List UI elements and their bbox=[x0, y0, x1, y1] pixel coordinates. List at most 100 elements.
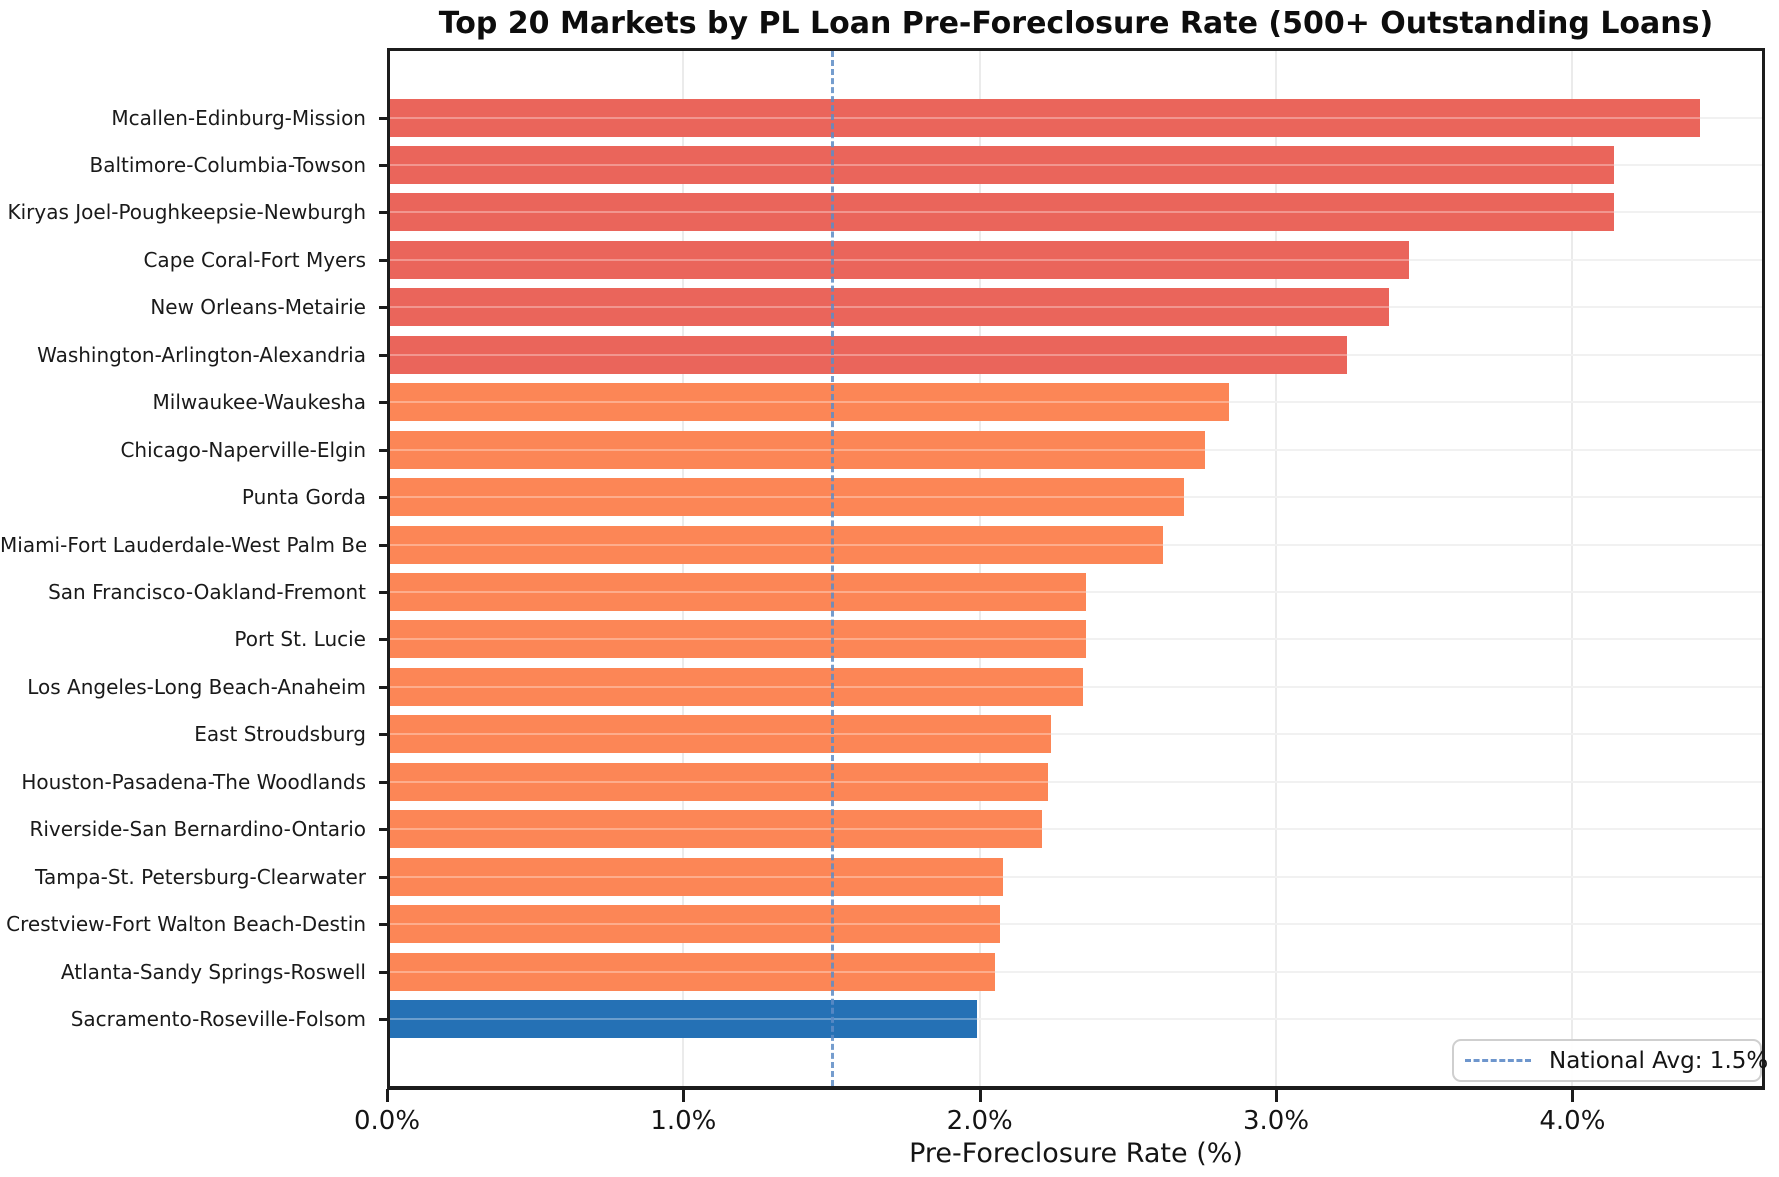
y-gridline-overlay bbox=[390, 211, 1762, 214]
x-gridline bbox=[1275, 51, 1278, 1086]
y-gridline-overlay bbox=[390, 116, 1762, 119]
y-axis-tick bbox=[379, 923, 387, 927]
y-axis-tick bbox=[379, 401, 387, 405]
y-axis-tick bbox=[379, 970, 387, 974]
y-axis-tick bbox=[379, 638, 387, 642]
bar bbox=[390, 288, 1389, 327]
x-gridline bbox=[682, 51, 685, 1086]
y-axis-label: Sacramento-Roseville-Folsom bbox=[70, 1007, 366, 1032]
legend-dashed-line-icon bbox=[1465, 1059, 1531, 1062]
y-axis-tick bbox=[379, 211, 387, 215]
x-axis-tick-label: 4.0% bbox=[1539, 1106, 1606, 1136]
y-gridline-overlay bbox=[390, 733, 1762, 736]
bar bbox=[390, 430, 1205, 469]
y-axis-tick bbox=[379, 780, 387, 784]
bar bbox=[390, 145, 1614, 184]
y-axis-label: Mcallen-Edinburg-Mission bbox=[111, 105, 366, 130]
y-gridline-overlay bbox=[390, 448, 1762, 451]
y-gridline-overlay bbox=[390, 258, 1762, 261]
bar bbox=[390, 620, 1087, 659]
bar bbox=[390, 810, 1042, 849]
y-gridline-overlay bbox=[390, 685, 1762, 688]
bar bbox=[390, 98, 1700, 137]
bar bbox=[390, 525, 1164, 564]
y-gridline-overlay bbox=[390, 828, 1762, 831]
y-axis-tick bbox=[379, 448, 387, 452]
y-gridline-overlay bbox=[390, 543, 1762, 546]
y-gridline-overlay bbox=[390, 353, 1762, 356]
y-axis-label: Washington-Arlington-Alexandria bbox=[37, 342, 366, 367]
y-axis-tick bbox=[379, 496, 387, 500]
x-gridline bbox=[1571, 51, 1574, 1086]
y-axis-tick bbox=[379, 828, 387, 832]
y-axis-label: Milwaukee-Waukesha bbox=[152, 390, 367, 415]
y-axis-label: Baltimore-Columbia-Towson bbox=[89, 152, 366, 177]
y-gridline-overlay bbox=[390, 591, 1762, 593]
y-axis-label: Punta Gorda bbox=[241, 485, 366, 510]
y-axis-label: Miami-Fort Lauderdale-West Palm Bea bbox=[0, 532, 366, 557]
bar bbox=[390, 240, 1410, 279]
y-axis-tick bbox=[379, 733, 387, 737]
y-axis-tick bbox=[379, 875, 387, 879]
x-axis-tick bbox=[386, 1089, 389, 1102]
y-axis-label: Atlanta-Sandy Springs-Roswell bbox=[60, 959, 366, 984]
bar bbox=[390, 573, 1087, 611]
y-axis-label: Crestview-Fort Walton Beach-Destin bbox=[6, 912, 366, 937]
y-gridline-overlay bbox=[390, 780, 1762, 783]
y-gridline-overlay bbox=[390, 923, 1762, 926]
x-axis-tick bbox=[682, 1089, 686, 1102]
y-gridline bbox=[390, 780, 1762, 783]
bar bbox=[390, 715, 1051, 754]
bar bbox=[390, 1000, 977, 1039]
x-axis-tick-label: 2.0% bbox=[946, 1106, 1013, 1136]
bar bbox=[390, 857, 1004, 896]
national-avg-reference-line bbox=[830, 51, 834, 1086]
x-axis-tick bbox=[1571, 1089, 1575, 1102]
y-axis-tick bbox=[379, 1018, 387, 1022]
y-axis-tick bbox=[379, 163, 387, 167]
y-gridline bbox=[390, 970, 1762, 973]
y-gridline bbox=[390, 828, 1762, 831]
x-axis-tick-label: 1.0% bbox=[650, 1106, 717, 1136]
y-axis-label: Riverside-San Bernardino-Ontario bbox=[29, 817, 366, 842]
bar bbox=[390, 762, 1048, 801]
y-axis-label: Tampa-St. Petersburg-Clearwater bbox=[35, 864, 366, 889]
y-axis-label: East Stroudsburg bbox=[194, 722, 366, 747]
legend: National Avg: 1.5% bbox=[1452, 1039, 1768, 1082]
y-axis-label: Los Angeles-Long Beach-Anaheim bbox=[27, 674, 366, 699]
bar bbox=[390, 952, 995, 991]
y-axis-label: Cape Coral-Fort Myers bbox=[143, 247, 366, 272]
y-axis-tick bbox=[379, 543, 387, 547]
x-axis-tick bbox=[1275, 1089, 1279, 1102]
y-gridline bbox=[390, 733, 1762, 736]
y-axis-tick bbox=[379, 591, 387, 594]
bar bbox=[390, 335, 1348, 374]
y-axis-tick bbox=[379, 258, 387, 262]
y-axis-label: Houston-Pasadena-The Woodlands bbox=[21, 769, 366, 794]
bar bbox=[390, 478, 1185, 517]
chart-title: Top 20 Markets by PL Loan Pre-Foreclosur… bbox=[438, 6, 1714, 41]
y-axis-label: Chicago-Naperville-Elgin bbox=[120, 437, 366, 462]
y-gridline-overlay bbox=[390, 496, 1762, 499]
y-axis-label: New Orleans-Metairie bbox=[150, 295, 366, 320]
y-gridline-overlay bbox=[390, 1018, 1762, 1021]
y-gridline bbox=[390, 923, 1762, 926]
y-gridline bbox=[390, 1018, 1762, 1021]
y-gridline-overlay bbox=[390, 163, 1762, 166]
y-axis-tick bbox=[379, 353, 387, 357]
x-axis-label: Pre-Foreclosure Rate (%) bbox=[909, 1138, 1243, 1169]
bar bbox=[390, 667, 1084, 706]
x-axis-tick-label: 0.0% bbox=[353, 1106, 421, 1136]
legend-label: National Avg: 1.5% bbox=[1549, 1047, 1769, 1074]
y-axis-label: San Francisco-Oakland-Fremont bbox=[48, 580, 366, 604]
x-gridline bbox=[978, 51, 981, 1086]
y-axis-tick bbox=[379, 685, 387, 689]
y-gridline-overlay bbox=[390, 306, 1762, 309]
y-axis-label: Kiryas Joel-Poughkeepsie-Newburgh bbox=[7, 200, 366, 225]
x-axis-tick-label: 3.0% bbox=[1243, 1106, 1310, 1136]
x-axis-tick bbox=[978, 1089, 982, 1102]
y-gridline-overlay bbox=[390, 970, 1762, 973]
y-gridline bbox=[390, 875, 1762, 878]
y-axis-tick bbox=[379, 116, 387, 120]
